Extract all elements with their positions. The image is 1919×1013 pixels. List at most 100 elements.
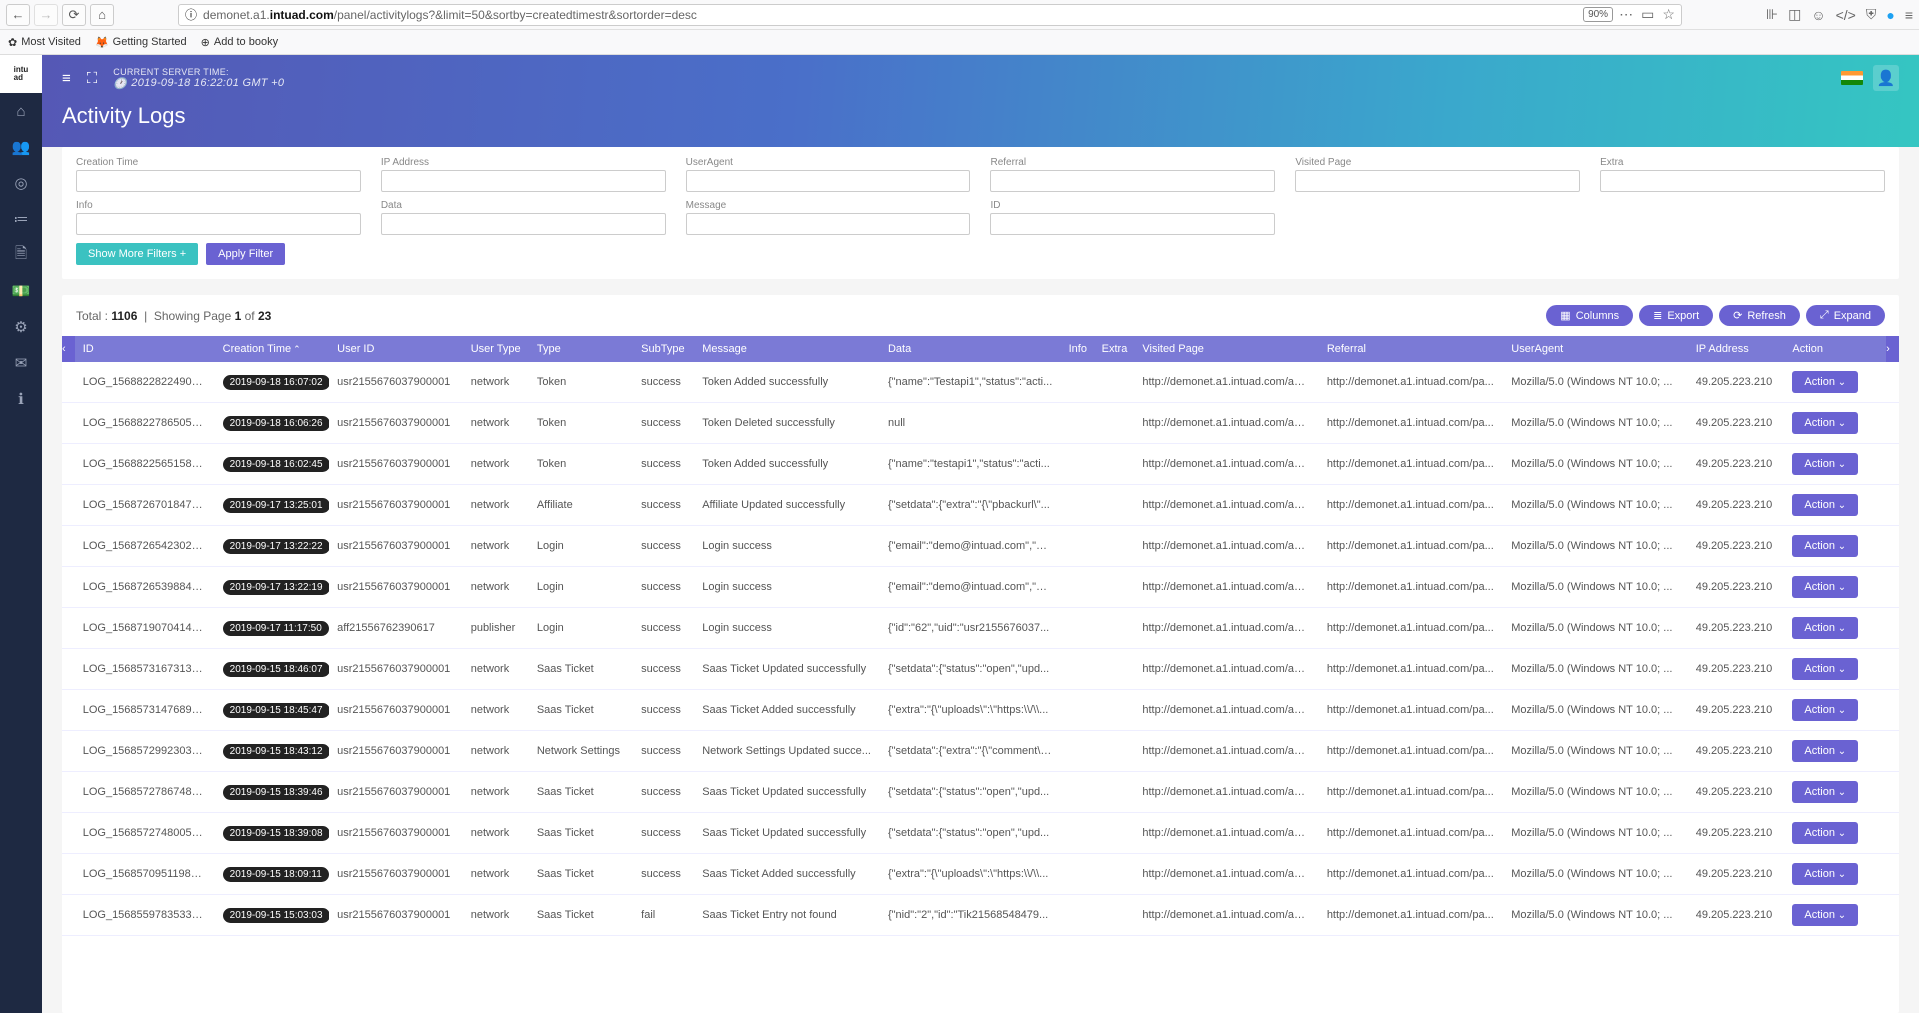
scroll-left[interactable]: ‹ [62,336,75,362]
filter-input-extra[interactable] [1600,170,1885,192]
filter-input-creation-time[interactable] [76,170,361,192]
col-header[interactable]: SubType [633,336,694,362]
filter-label: Visited Page [1295,157,1580,168]
col-header[interactable]: IP Address [1688,336,1785,362]
table-row: LOG_1568822565158_29802019-09-18 16:02:4… [62,444,1899,485]
reload-button[interactable]: ⟳ [62,4,86,26]
filter-input-id[interactable] [990,213,1275,235]
table-row: LOG_1568719070414_64222019-09-17 11:17:5… [62,608,1899,649]
server-time: CURRENT SERVER TIME: 🕐 2019-09-18 16:22:… [113,67,284,90]
col-header[interactable]: Creation Time⌃ [215,336,329,362]
menu-dots-icon[interactable]: ⋯ [1619,6,1633,23]
row-action-button[interactable]: Action [1792,576,1858,598]
row-action-button[interactable]: Action [1792,412,1858,434]
expand-button[interactable]: ⤢ Expand [1806,305,1885,326]
star-icon[interactable]: ☆ [1662,6,1675,23]
col-header[interactable]: Action [1784,336,1886,362]
row-action-button[interactable]: Action [1792,371,1858,393]
col-header[interactable]: Referral [1319,336,1503,362]
table-row: LOG_1568572992303_11142019-09-15 18:43:1… [62,731,1899,772]
row-action-button[interactable]: Action [1792,740,1858,762]
filter-input-visited-page[interactable] [1295,170,1580,192]
app-root: intuad ⌂ 👥 ◎ ≔ 🗎 💵 ⚙ ✉ ℹ ≡ ⛶ CURRENT SER… [0,55,1919,1013]
sb-doc-icon[interactable]: 🗎 [0,237,42,273]
table-row: LOG_1568726701847_69462019-09-17 13:25:0… [62,485,1899,526]
filter-input-referral[interactable] [990,170,1275,192]
filter-input-ip-address[interactable] [381,170,666,192]
shield-icon[interactable]: ⛨ [1866,6,1877,23]
library-icon[interactable]: ⊪ [1766,6,1778,23]
export-button[interactable]: ≣ Export [1639,305,1713,326]
row-action-button[interactable]: Action [1792,822,1858,844]
logo[interactable]: intuad [0,55,42,93]
reader-icon[interactable]: ▭ [1641,6,1654,23]
columns-button[interactable]: ▦ Columns [1546,305,1633,326]
row-action-button[interactable]: Action [1792,781,1858,803]
back-button[interactable]: ← [6,4,30,26]
bookmark-most-visited[interactable]: ✿ Most Visited [8,36,81,49]
sb-money-icon[interactable]: 💵 [0,273,42,309]
scroll-right[interactable]: › [1886,336,1899,362]
col-header[interactable]: ID [75,336,215,362]
filter-input-message[interactable] [686,213,971,235]
page-title: Activity Logs [62,103,1899,129]
filter-input-info[interactable] [76,213,361,235]
zoom-badge[interactable]: 90% [1583,7,1613,22]
sb-info-icon[interactable]: ℹ [0,381,42,417]
table-summary: Total : 1106 | Showing Page 1 of 23 [76,309,271,323]
country-flag[interactable] [1841,71,1863,85]
sb-home-icon[interactable]: ⌂ [0,93,42,129]
browser-toolbar: ← → ⟳ ⌂ ⓘ demonet.a1.intuad.com/panel/ac… [0,0,1919,30]
filter-label: Creation Time [76,157,361,168]
sb-mail-icon[interactable]: ✉ [0,345,42,381]
col-header[interactable]: User ID [329,336,463,362]
menu-toggle-icon[interactable]: ≡ [62,70,71,87]
filter-panel: Creation TimeIP AddressUserAgentReferral… [62,147,1899,279]
bookmark-getting-started[interactable]: 🦊 Getting Started [95,36,187,49]
ext-icon[interactable]: ● [1886,7,1894,23]
row-action-button[interactable]: Action [1792,617,1858,639]
sb-users-icon[interactable]: 👥 [0,129,42,165]
col-header[interactable]: Message [694,336,880,362]
forward-button[interactable]: → [34,4,58,26]
apply-filter-button[interactable]: Apply Filter [206,243,285,265]
sb-list-icon[interactable]: ≔ [0,201,42,237]
table-section: Total : 1106 | Showing Page 1 of 23 ▦ Co… [62,295,1899,1013]
col-header[interactable]: Info [1061,336,1094,362]
refresh-button[interactable]: ⟳ Refresh [1719,305,1800,326]
col-header[interactable]: Data [880,336,1061,362]
info-icon: ⓘ [185,6,197,23]
col-header[interactable]: UserAgent [1503,336,1687,362]
table-row: LOG_1568572786748_49582019-09-15 18:39:4… [62,772,1899,813]
sb-target-icon[interactable]: ◎ [0,165,42,201]
row-action-button[interactable]: Action [1792,453,1858,475]
user-avatar[interactable]: 👤 [1873,65,1899,91]
sb-settings-icon[interactable]: ⚙ [0,309,42,345]
row-action-button[interactable]: Action [1792,699,1858,721]
col-header[interactable]: Extra [1094,336,1135,362]
fullscreen-icon[interactable]: ⛶ [87,70,98,87]
table-row: LOG_1568726539884_13392019-09-17 13:22:1… [62,567,1899,608]
sidebar-icon[interactable]: ◫ [1788,6,1801,23]
show-more-filters-button[interactable]: Show More Filters + [76,243,198,265]
col-header[interactable]: User Type [463,336,529,362]
table-row: LOG_1568570951198_91832019-09-15 18:09:1… [62,854,1899,895]
row-action-button[interactable]: Action [1792,494,1858,516]
col-header[interactable]: Type [529,336,633,362]
row-action-button[interactable]: Action [1792,535,1858,557]
row-action-button[interactable]: Action [1792,904,1858,926]
row-action-button[interactable]: Action [1792,863,1858,885]
row-action-button[interactable]: Action [1792,658,1858,680]
hamburger-icon[interactable]: ≡ [1905,7,1913,23]
activity-log-table: ‹IDCreation Time⌃User IDUser TypeTypeSub… [62,336,1899,936]
dev-icon[interactable]: </> [1836,7,1856,23]
col-header[interactable]: Visited Page [1134,336,1318,362]
url-bar[interactable]: ⓘ demonet.a1.intuad.com/panel/activitylo… [178,4,1682,26]
filter-input-useragent[interactable] [686,170,971,192]
account-icon[interactable]: ☺ [1811,7,1825,23]
table-row: LOG_1568573147689_37382019-09-15 18:45:4… [62,690,1899,731]
filter-label: ID [990,200,1275,211]
filter-input-data[interactable] [381,213,666,235]
bookmark-add-to-booky[interactable]: ⊕ Add to booky [201,36,278,49]
home-button[interactable]: ⌂ [90,4,114,26]
